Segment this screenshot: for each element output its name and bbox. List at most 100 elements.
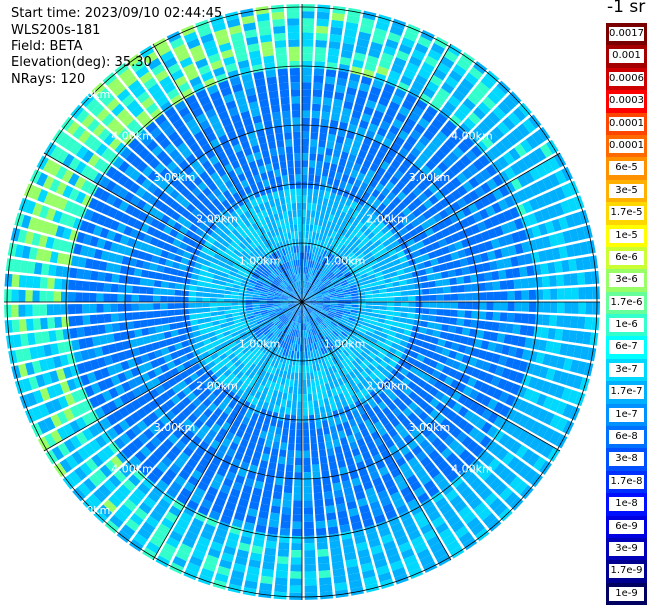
data-gate bbox=[422, 302, 430, 308]
data-gate bbox=[344, 28, 357, 38]
data-gate bbox=[372, 297, 380, 302]
data-gate bbox=[387, 302, 395, 306]
data-gate bbox=[493, 415, 505, 428]
data-gate bbox=[117, 313, 126, 322]
data-gate bbox=[70, 255, 80, 267]
data-gate bbox=[395, 535, 409, 547]
data-gate bbox=[373, 239, 382, 248]
data-gate bbox=[65, 454, 79, 469]
data-gate bbox=[75, 315, 84, 326]
data-gate bbox=[302, 60, 313, 69]
data-gate bbox=[315, 279, 321, 287]
data-gate bbox=[41, 221, 52, 235]
data-gate bbox=[131, 156, 143, 169]
data-gate bbox=[341, 359, 348, 367]
data-gate bbox=[482, 262, 491, 272]
data-gate bbox=[302, 39, 314, 47]
data-gate bbox=[62, 266, 71, 278]
data-gate bbox=[295, 238, 299, 246]
data-gate bbox=[300, 309, 302, 317]
data-gate bbox=[306, 274, 310, 282]
data-gate bbox=[145, 102, 159, 115]
data-gate bbox=[414, 256, 424, 264]
data-gate bbox=[452, 146, 464, 159]
data-gate bbox=[449, 164, 461, 176]
data-gate bbox=[505, 394, 516, 407]
data-gate bbox=[429, 359, 439, 369]
data-gate bbox=[518, 464, 532, 479]
data-gate bbox=[570, 273, 579, 286]
data-gate bbox=[254, 287, 262, 291]
data-gate bbox=[348, 418, 357, 428]
data-gate bbox=[360, 428, 370, 438]
data-gate bbox=[296, 330, 299, 338]
data-gate bbox=[317, 196, 324, 205]
data-gate bbox=[321, 266, 327, 274]
data-gate bbox=[236, 198, 245, 207]
data-gate bbox=[273, 302, 281, 304]
data-gate bbox=[266, 231, 273, 239]
data-gate bbox=[67, 304, 76, 315]
data-gate bbox=[289, 295, 296, 300]
data-gate bbox=[179, 334, 188, 342]
data-gate bbox=[256, 85, 267, 94]
data-gate bbox=[118, 419, 130, 432]
data-gate bbox=[224, 248, 233, 256]
data-gate bbox=[435, 362, 445, 372]
data-gate bbox=[76, 362, 87, 375]
data-gate bbox=[231, 287, 240, 292]
data-gate bbox=[73, 243, 83, 255]
data-gate bbox=[25, 362, 35, 376]
data-gate bbox=[561, 166, 573, 182]
data-gate bbox=[318, 442, 326, 450]
data-gate bbox=[88, 424, 100, 438]
data-gate bbox=[218, 134, 229, 144]
data-gate bbox=[240, 179, 249, 189]
data-gate bbox=[282, 392, 288, 401]
data-gate bbox=[125, 428, 137, 441]
data-gate bbox=[274, 307, 282, 311]
data-gate bbox=[131, 59, 146, 73]
data-gate bbox=[289, 379, 294, 387]
data-gate bbox=[148, 453, 160, 466]
data-gate bbox=[332, 439, 341, 448]
data-gate bbox=[380, 416, 390, 427]
data-gate bbox=[416, 214, 427, 224]
data-gate bbox=[504, 234, 514, 245]
data-gate bbox=[371, 263, 380, 270]
data-gate bbox=[253, 292, 261, 296]
data-gate bbox=[312, 246, 317, 254]
data-gate bbox=[572, 375, 583, 390]
data-gate bbox=[393, 337, 402, 345]
data-gate bbox=[238, 295, 246, 299]
data-gate bbox=[521, 349, 531, 361]
data-gate bbox=[238, 289, 247, 294]
data-gate bbox=[197, 393, 207, 403]
data-gate bbox=[269, 199, 276, 208]
data-gate bbox=[110, 374, 121, 386]
data-gate bbox=[283, 125, 292, 133]
data-gate bbox=[344, 137, 354, 147]
data-gate bbox=[57, 197, 68, 211]
data-gate bbox=[266, 340, 273, 348]
data-gate bbox=[121, 381, 132, 393]
data-gate bbox=[317, 556, 330, 564]
data-gate bbox=[418, 389, 429, 400]
data-gate bbox=[310, 253, 315, 261]
data-gate bbox=[317, 4, 331, 13]
data-gate bbox=[406, 371, 415, 381]
data-gate bbox=[164, 172, 176, 184]
data-gate bbox=[508, 370, 518, 382]
data-gate bbox=[281, 248, 287, 256]
data-gate bbox=[315, 295, 323, 299]
data-gate bbox=[470, 274, 479, 283]
data-gate bbox=[408, 87, 421, 99]
data-gate bbox=[133, 143, 145, 155]
data-gate bbox=[302, 209, 306, 217]
data-gate bbox=[404, 169, 415, 180]
data-gate bbox=[242, 454, 252, 464]
data-gate bbox=[261, 313, 269, 318]
data-gate bbox=[191, 435, 202, 446]
data-gate bbox=[165, 235, 175, 245]
data-gate bbox=[368, 146, 378, 156]
